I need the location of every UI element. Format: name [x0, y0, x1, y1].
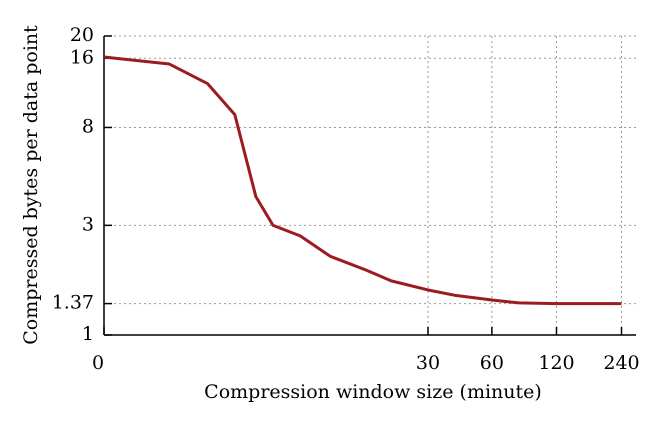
x-tick-label: 30 — [416, 352, 440, 374]
y-tick-label: 1.37 — [52, 292, 94, 314]
y-tick-label: 8 — [82, 115, 94, 137]
x-tick-label: 0 — [92, 352, 104, 374]
y-tick-label: 20 — [70, 24, 94, 46]
y-axis-label: Compressed bytes per data point — [20, 25, 42, 345]
y-tick-label: 16 — [70, 46, 94, 68]
x-tick-label: 60 — [480, 352, 504, 374]
y-tick-label: 1 — [82, 323, 94, 345]
x-tick-label: 240 — [603, 352, 639, 374]
data-line — [103, 55, 622, 306]
x-axis-label: Compression window size (minute) — [204, 381, 542, 403]
x-tick-label: 120 — [538, 352, 574, 374]
y-tick-label: 3 — [82, 213, 94, 235]
